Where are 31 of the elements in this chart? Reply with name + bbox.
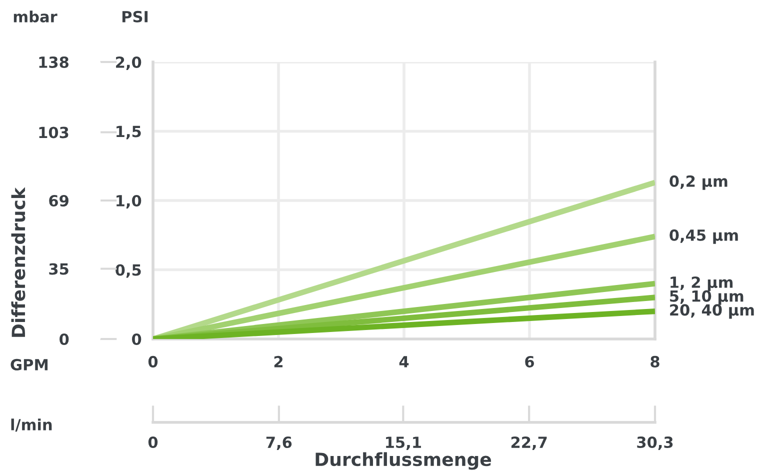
x-tick-label: 2 <box>274 356 282 368</box>
series-label: 0,45 µm <box>670 229 738 244</box>
x-tick-label: 6 <box>525 356 534 368</box>
y2-tick-label: 0 <box>60 333 69 346</box>
series-label: 20, 40 µm <box>670 304 754 319</box>
x2-tick-label: 30,3 <box>637 436 673 450</box>
y2-tick-label: 35 <box>49 263 68 275</box>
x-tick-label: 0 <box>148 356 158 368</box>
text: Durchflussmenge <box>316 452 492 470</box>
y-tick-label: 0,5 <box>116 264 141 278</box>
text: Differenzdruck <box>11 187 26 337</box>
y2-tick-label: 103 <box>39 126 68 138</box>
y2-axis-title: mbar <box>14 10 58 22</box>
x2-tick-label: 15,1 <box>386 436 421 450</box>
series-label: 5, 10 µm <box>670 290 744 305</box>
x2-tick-label: 0 <box>148 436 158 448</box>
y-axis-title: PSI <box>122 10 148 22</box>
series-label: 0,2 µm <box>670 175 728 190</box>
y2-tick-label: 138 <box>39 56 68 68</box>
y-tick-label: 1,5 <box>116 126 141 140</box>
x-axis-title: GPM <box>10 358 48 370</box>
series-label: 1, 2 µm <box>670 276 733 291</box>
x-tick-label: 8 <box>650 356 660 368</box>
x-tick-label: 4 <box>399 356 409 368</box>
x2-tick-label: 22,7 <box>511 436 547 450</box>
x2-tick-label: 7,6 <box>266 436 292 450</box>
y-tick-label: 2,0 <box>116 56 142 70</box>
x2-axis-title: l/min <box>11 418 52 432</box>
y-tick-label: 0 <box>132 333 142 346</box>
y2-tick-label: 69 <box>49 194 68 207</box>
y-tick-label: 1,0 <box>116 194 142 208</box>
